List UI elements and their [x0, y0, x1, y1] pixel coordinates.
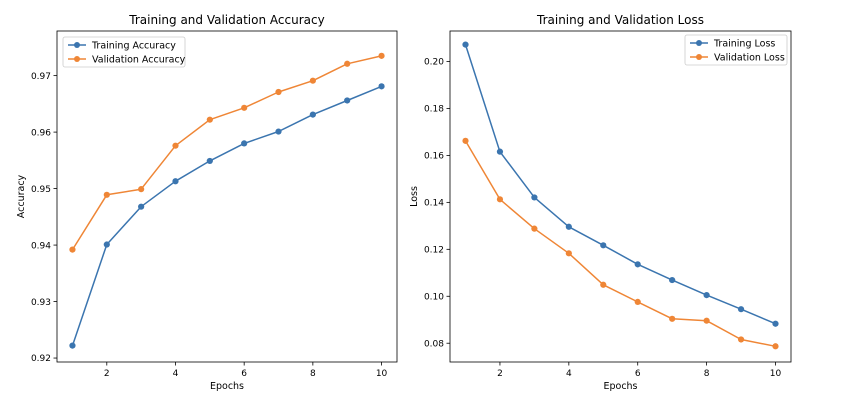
y-tick-label: 0.93: [31, 298, 51, 308]
data-point: [496, 148, 504, 155]
data-point: [772, 343, 779, 350]
data-point: [138, 186, 145, 193]
legend-marker: [696, 40, 702, 46]
data-point: [103, 191, 110, 198]
x-axis-label: Epochs: [603, 381, 637, 392]
data-point: [496, 196, 504, 203]
data-point: [531, 194, 538, 201]
x-tick-label: 4: [566, 369, 572, 379]
legend-box: [684, 34, 788, 66]
data-point: [103, 241, 110, 248]
data-point: [565, 223, 572, 230]
y-tick-label: 0.10: [424, 292, 444, 302]
plot-frame: [56, 30, 398, 363]
data-point: [737, 306, 745, 313]
y-axis-label: Loss: [409, 186, 420, 207]
data-point: [669, 315, 676, 322]
data-point: [600, 281, 607, 288]
y-tick-label: 0.95: [31, 185, 51, 195]
data-point: [275, 88, 282, 96]
y-tick-label: 0.08: [424, 339, 444, 349]
legend-label: Training Accuracy: [91, 40, 176, 51]
data-point: [69, 246, 76, 253]
data-point: [634, 261, 641, 268]
data-point: [737, 336, 745, 343]
x-tick-label: 2: [497, 369, 503, 379]
legend-label: Validation Accuracy: [92, 54, 186, 65]
x-axis-label: Epochs: [210, 381, 244, 392]
legend-label: Validation Loss: [714, 52, 785, 63]
x-tick-label: 6: [241, 369, 247, 379]
y-tick-label: 0.14: [424, 199, 444, 209]
data-point: [565, 250, 572, 257]
x-tick-label: 6: [635, 369, 641, 379]
data-point: [378, 83, 385, 90]
data-point: [344, 60, 351, 67]
data-point: [172, 142, 179, 149]
accuracy-chart: Training and Validation Accuracy 2 4 6 8 10 0.…: [16, 13, 398, 392]
data-point: [309, 111, 316, 118]
y-tick-label: 0.92: [31, 354, 51, 364]
data-point: [669, 276, 676, 284]
data-point: [531, 225, 538, 232]
y-axis-label: Accuracy: [16, 174, 27, 218]
y-tick-label: 0.94: [31, 241, 51, 251]
data-point: [206, 116, 213, 123]
data-point: [600, 242, 607, 249]
data-point: [462, 41, 469, 48]
series-line: [71, 85, 382, 346]
x-tick-label: 10: [376, 369, 388, 379]
loss-chart: Training and Validation Loss 2 4 6 8 10 0.08 0.…: [409, 13, 792, 392]
legend-marker: [74, 42, 80, 48]
data-point: [703, 317, 710, 324]
series-line: [71, 55, 382, 250]
chart-title: Training and Validation Loss: [536, 13, 704, 27]
y-tick-label: 0.96: [31, 128, 51, 138]
legend-marker: [74, 56, 80, 62]
data-point: [172, 178, 179, 185]
legend-box: [62, 36, 186, 68]
data-point: [703, 291, 710, 299]
data-point: [241, 104, 248, 111]
data-point: [462, 137, 469, 144]
legend: Training Loss Validation Loss: [684, 34, 788, 66]
legend-label: Training Loss: [713, 38, 775, 49]
series-line: [464, 44, 776, 325]
data-point: [378, 52, 385, 59]
y-tick-label: 0.18: [424, 105, 444, 115]
data-point: [206, 157, 213, 165]
x-tick-label: 4: [173, 369, 179, 379]
x-tick-label: 10: [770, 369, 782, 379]
y-tick-label: 0.16: [424, 152, 444, 162]
data-point: [772, 320, 779, 327]
legend: Training Accuracy Validation Accuracy: [62, 36, 186, 68]
x-tick-label: 8: [704, 369, 710, 379]
y-tick-label: 0.12: [424, 246, 444, 256]
series-line: [464, 140, 776, 348]
data-point: [634, 298, 641, 306]
x-tick-label: 2: [104, 369, 110, 379]
data-point: [138, 203, 145, 210]
plot-frame: [449, 30, 792, 363]
chart-title: Training and Validation Accuracy: [128, 13, 324, 27]
y-tick-label: 0.97: [31, 72, 51, 82]
data-point: [309, 77, 316, 84]
legend-marker: [696, 54, 702, 60]
x-tick-label: 8: [310, 369, 316, 379]
data-point: [69, 342, 76, 349]
data-point: [275, 128, 282, 135]
data-point: [241, 140, 248, 147]
data-point: [344, 97, 351, 104]
y-tick-label: 0.20: [424, 58, 444, 68]
